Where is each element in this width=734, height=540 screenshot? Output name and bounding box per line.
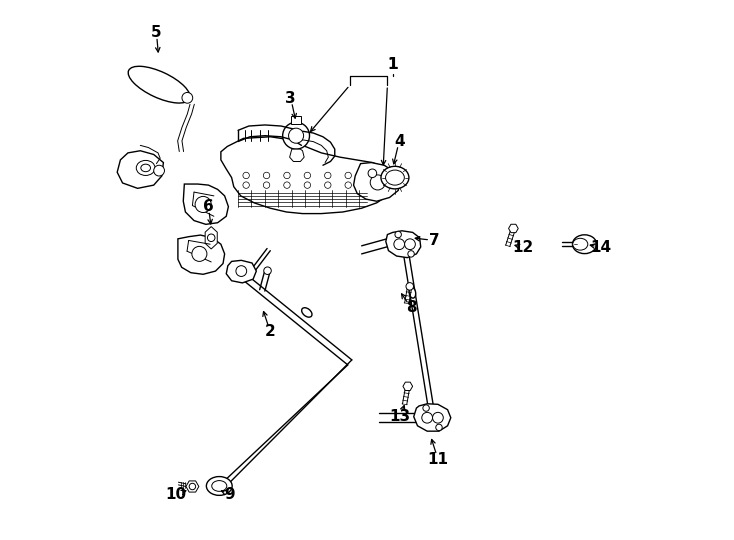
Text: 8: 8 (406, 300, 416, 315)
Ellipse shape (128, 66, 190, 103)
Text: 12: 12 (512, 240, 534, 255)
Ellipse shape (141, 164, 150, 172)
Bar (291, 116, 302, 124)
Circle shape (236, 266, 247, 276)
Polygon shape (403, 382, 413, 390)
Circle shape (395, 231, 401, 238)
Circle shape (404, 239, 415, 249)
Circle shape (192, 246, 207, 261)
Circle shape (370, 175, 385, 190)
Circle shape (189, 483, 196, 490)
Circle shape (288, 128, 304, 143)
Polygon shape (206, 227, 217, 249)
Ellipse shape (409, 287, 415, 298)
Circle shape (422, 413, 432, 423)
Ellipse shape (302, 308, 312, 317)
Circle shape (243, 172, 250, 179)
Polygon shape (178, 235, 225, 274)
Text: 2: 2 (265, 325, 276, 339)
Ellipse shape (381, 166, 409, 189)
Ellipse shape (211, 481, 227, 491)
Polygon shape (221, 137, 393, 214)
Polygon shape (184, 184, 228, 224)
Circle shape (394, 239, 404, 249)
Circle shape (284, 182, 290, 188)
Polygon shape (414, 404, 451, 431)
Circle shape (283, 122, 310, 149)
Circle shape (436, 424, 442, 430)
Polygon shape (226, 260, 256, 283)
Polygon shape (354, 163, 400, 201)
Circle shape (153, 165, 164, 176)
Text: 1: 1 (388, 57, 398, 72)
Text: 14: 14 (590, 240, 611, 255)
Text: 5: 5 (151, 25, 161, 40)
Circle shape (345, 172, 352, 179)
Circle shape (324, 172, 331, 179)
Ellipse shape (206, 477, 232, 495)
Circle shape (208, 234, 215, 241)
Circle shape (195, 197, 211, 213)
Circle shape (304, 172, 310, 179)
Ellipse shape (573, 238, 588, 250)
Text: 6: 6 (203, 199, 214, 214)
Text: 3: 3 (286, 91, 296, 106)
Polygon shape (186, 481, 199, 492)
Text: 13: 13 (390, 409, 411, 423)
Circle shape (408, 251, 414, 257)
Circle shape (264, 267, 272, 274)
Circle shape (182, 92, 193, 103)
Text: 11: 11 (427, 451, 448, 467)
Circle shape (432, 413, 443, 423)
Circle shape (368, 169, 377, 178)
Ellipse shape (573, 235, 597, 254)
Circle shape (423, 405, 429, 411)
Circle shape (304, 182, 310, 188)
Ellipse shape (137, 160, 155, 176)
Polygon shape (290, 149, 304, 161)
Polygon shape (509, 224, 518, 233)
Circle shape (264, 182, 270, 188)
Circle shape (406, 282, 413, 290)
Circle shape (264, 172, 270, 179)
Text: 9: 9 (225, 487, 236, 502)
Polygon shape (386, 231, 421, 258)
Circle shape (324, 182, 331, 188)
Ellipse shape (385, 170, 404, 185)
Circle shape (345, 182, 352, 188)
Text: 10: 10 (166, 487, 187, 502)
Polygon shape (117, 151, 164, 188)
Text: 1: 1 (388, 57, 398, 72)
Text: 4: 4 (394, 133, 404, 148)
Text: 7: 7 (429, 233, 440, 248)
Circle shape (243, 182, 250, 188)
Circle shape (284, 172, 290, 179)
